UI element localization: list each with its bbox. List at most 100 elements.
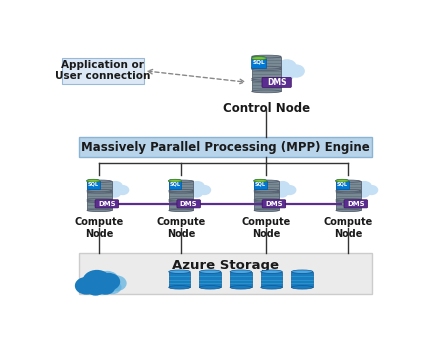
Ellipse shape	[336, 179, 348, 182]
Circle shape	[92, 187, 107, 198]
Circle shape	[347, 181, 365, 195]
Bar	[169, 200, 194, 211]
Circle shape	[81, 272, 110, 294]
Circle shape	[92, 280, 112, 295]
Circle shape	[276, 188, 288, 198]
Circle shape	[260, 187, 274, 198]
Circle shape	[357, 181, 372, 193]
Ellipse shape	[252, 66, 281, 69]
Ellipse shape	[230, 286, 252, 289]
Ellipse shape	[87, 179, 99, 182]
Ellipse shape	[336, 180, 360, 182]
Ellipse shape	[336, 179, 348, 182]
Ellipse shape	[169, 286, 190, 289]
Text: SQL: SQL	[337, 182, 348, 187]
Ellipse shape	[87, 179, 99, 182]
Bar	[87, 200, 112, 211]
Text: DMS: DMS	[347, 201, 365, 207]
Ellipse shape	[252, 77, 281, 80]
Bar	[254, 181, 279, 192]
Ellipse shape	[230, 270, 252, 274]
FancyBboxPatch shape	[262, 200, 286, 208]
Ellipse shape	[254, 179, 267, 182]
FancyBboxPatch shape	[62, 58, 144, 84]
Ellipse shape	[254, 190, 279, 192]
Ellipse shape	[199, 286, 221, 289]
Ellipse shape	[169, 180, 194, 182]
Bar	[199, 272, 221, 287]
FancyBboxPatch shape	[262, 78, 291, 87]
Bar	[230, 272, 252, 287]
Text: Compute
Node: Compute Node	[75, 217, 124, 239]
Bar	[254, 191, 279, 201]
Circle shape	[270, 70, 285, 81]
FancyBboxPatch shape	[177, 200, 201, 208]
Circle shape	[108, 181, 123, 193]
Ellipse shape	[336, 209, 360, 212]
Circle shape	[106, 275, 127, 291]
FancyBboxPatch shape	[344, 200, 367, 208]
Text: DMS: DMS	[265, 201, 283, 207]
Circle shape	[103, 280, 121, 294]
Text: SQL: SQL	[88, 182, 99, 187]
Circle shape	[103, 189, 114, 198]
Ellipse shape	[336, 190, 360, 192]
Circle shape	[86, 281, 105, 296]
Ellipse shape	[251, 56, 267, 60]
Ellipse shape	[169, 179, 181, 182]
Ellipse shape	[87, 191, 112, 193]
Circle shape	[116, 185, 129, 195]
Text: Massively Parallel Processing (MPP) Engine: Massively Parallel Processing (MPP) Engi…	[81, 141, 370, 154]
Bar	[291, 272, 313, 287]
Ellipse shape	[252, 90, 281, 93]
Ellipse shape	[87, 199, 112, 201]
Circle shape	[174, 187, 189, 198]
Text: DMS: DMS	[180, 201, 198, 207]
Ellipse shape	[336, 199, 360, 201]
Circle shape	[109, 188, 121, 198]
Ellipse shape	[169, 199, 194, 201]
Ellipse shape	[254, 200, 279, 202]
Text: Compute
Node: Compute Node	[157, 217, 206, 239]
Bar	[252, 57, 281, 69]
Bar	[252, 79, 281, 91]
Circle shape	[198, 185, 211, 195]
Text: Compute
Node: Compute Node	[324, 217, 373, 239]
Circle shape	[365, 185, 378, 195]
Ellipse shape	[87, 180, 112, 182]
Bar	[254, 200, 279, 211]
Ellipse shape	[291, 270, 313, 274]
Ellipse shape	[252, 68, 281, 71]
FancyBboxPatch shape	[79, 254, 372, 294]
Text: Compute
Node: Compute Node	[242, 217, 291, 239]
Bar	[87, 191, 112, 201]
Circle shape	[358, 188, 370, 198]
Ellipse shape	[169, 179, 181, 182]
Ellipse shape	[252, 55, 281, 58]
Text: SQL: SQL	[253, 60, 265, 65]
Ellipse shape	[87, 209, 112, 212]
Text: Application or
User connection: Application or User connection	[55, 60, 150, 81]
Ellipse shape	[254, 180, 279, 182]
Ellipse shape	[169, 200, 194, 202]
Ellipse shape	[169, 209, 194, 212]
Circle shape	[287, 64, 305, 78]
Circle shape	[265, 181, 283, 195]
Circle shape	[191, 188, 203, 198]
Bar	[336, 181, 348, 189]
Circle shape	[184, 189, 196, 198]
Bar	[254, 181, 267, 189]
Ellipse shape	[87, 200, 112, 202]
Text: Azure Storage: Azure Storage	[172, 259, 279, 272]
Text: SQL: SQL	[255, 182, 266, 187]
Circle shape	[97, 281, 115, 295]
Bar	[252, 68, 281, 80]
Ellipse shape	[254, 191, 279, 193]
Ellipse shape	[169, 191, 194, 193]
FancyBboxPatch shape	[95, 200, 119, 208]
Circle shape	[83, 270, 111, 292]
Ellipse shape	[251, 57, 267, 60]
Circle shape	[278, 69, 294, 81]
Text: DMS: DMS	[98, 201, 116, 207]
Bar	[169, 191, 194, 201]
